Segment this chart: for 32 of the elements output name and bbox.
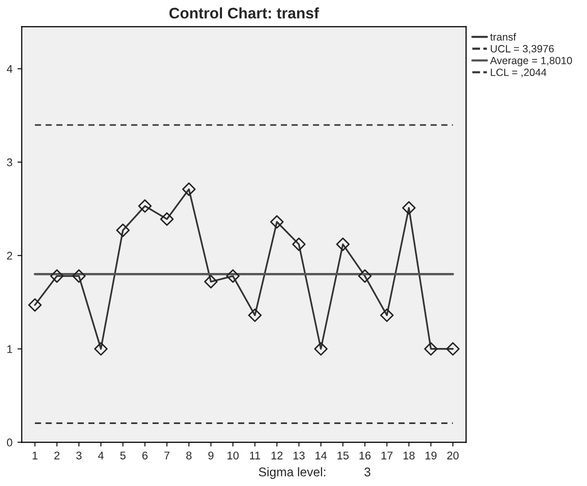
x-tick-label: 4 [98,452,104,460]
y-tick-label: 4 [6,65,12,73]
text: 3 [364,468,370,476]
x-tick-label: 3 [76,452,82,460]
x-tick-label: 19 [426,452,437,460]
x-tick-label: 11 [250,452,260,460]
x-tick-label: 18 [404,452,415,460]
legend-label: transf [490,32,516,41]
x-tick-label: 16 [360,452,371,460]
y-tick-label: 0 [6,438,12,446]
chart-title: Control Chart: transf [169,7,320,19]
legend-label: Average = 1,8010 [490,56,572,66]
x-tick-label: 2 [54,452,60,460]
x-tick-label: 20 [447,452,459,460]
x-tick-label: 6 [142,452,148,460]
x-tick-label: 10 [228,452,239,460]
y-tick-label: 2 [7,252,12,260]
x-tick-label: 12 [272,452,283,460]
x-tick-label: 13 [294,452,305,460]
x-tick-label: 9 [208,452,214,460]
x-tick-label: 8 [186,452,192,460]
legend-label: UCL = 3,3976 [490,45,554,54]
y-tick-label: 3 [6,158,12,166]
x-tick-label: 14 [316,452,327,460]
y-tick-label: 1 [7,345,12,353]
x-tick-label: 1 [32,452,38,460]
x-tick-label: 15 [338,452,349,460]
x-tick-label: 5 [120,452,126,460]
legend-label: LCL = ,2044 [490,68,546,78]
x-tick-label: 17 [382,452,393,460]
text: Sigma level: [258,467,326,479]
x-tick-label: 7 [164,452,170,460]
